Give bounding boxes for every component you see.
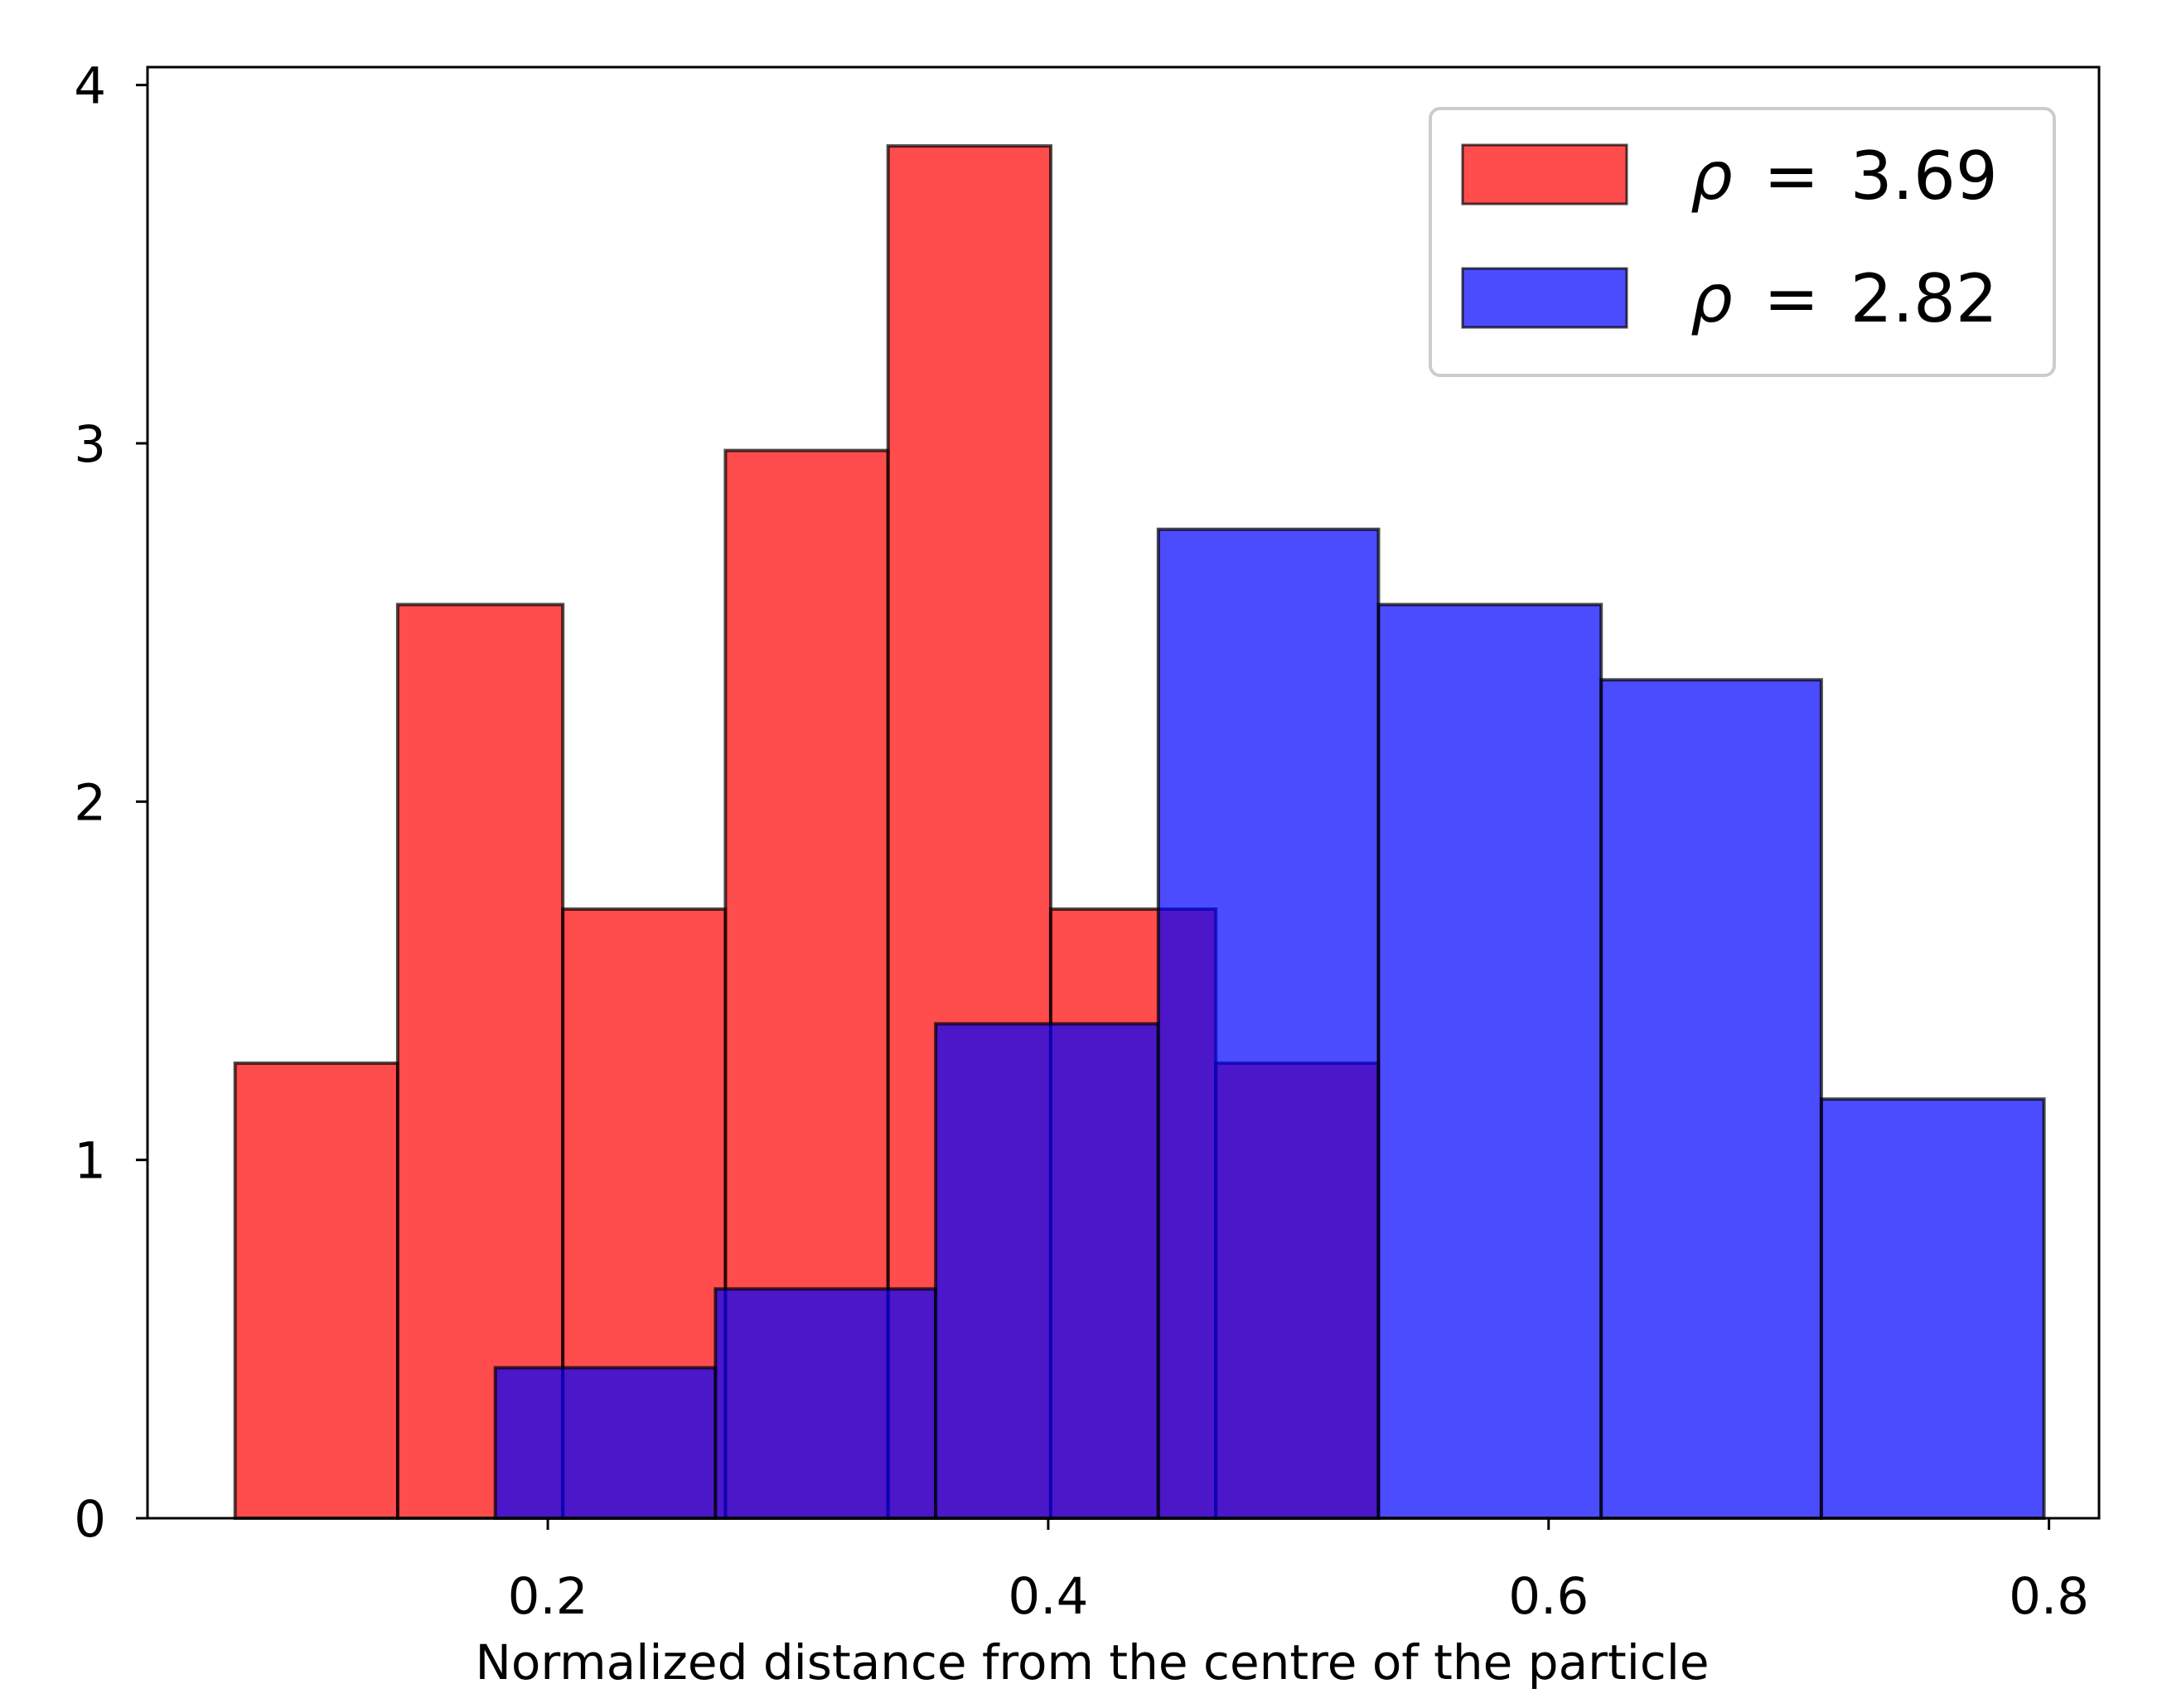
legend-equals-1: = bbox=[1763, 138, 1819, 215]
plot-frame bbox=[146, 65, 2101, 1520]
svg-text:ρ = 2.82: ρ = 2.82 bbox=[1690, 260, 1998, 337]
legend-swatch-2 bbox=[1461, 267, 1628, 329]
y-tick-label-3: 2 bbox=[74, 773, 106, 832]
legend-symbol-1: ρ bbox=[1690, 138, 1733, 215]
series-2-bar-1 bbox=[493, 1366, 718, 1521]
series-2-bar-2 bbox=[713, 1287, 938, 1521]
series-2-bar-3 bbox=[934, 1022, 1160, 1520]
y-tick-label-2: 1 bbox=[74, 1132, 106, 1191]
series-2 bbox=[493, 527, 2046, 1521]
x-tick-label-3: 0.6 bbox=[1508, 1567, 1589, 1626]
legend-value-2: 2.82 bbox=[1850, 260, 1998, 337]
svg-text:ρ = 3.69: ρ = 3.69 bbox=[1690, 138, 1998, 215]
legend-equals-2: = bbox=[1763, 260, 1819, 337]
x-axis: 0.2 0.4 0.6 0.8 bbox=[508, 1518, 2089, 1626]
legend-entry-1: ρ = 3.69 bbox=[1461, 138, 1998, 215]
series-2-bar-5 bbox=[1376, 602, 1603, 1520]
y-axis: 0 1 2 3 4 bbox=[74, 57, 148, 1549]
x-tick-label-2: 0.4 bbox=[1008, 1567, 1088, 1626]
x-tick-label-4: 0.8 bbox=[2009, 1567, 2089, 1626]
x-axis-title: Normalized distance from the centre of t… bbox=[475, 1634, 1709, 1691]
series-2-bar-4 bbox=[1156, 527, 1381, 1521]
y-tick-label-1: 0 bbox=[74, 1490, 106, 1549]
series-2-bar-6 bbox=[1599, 678, 1823, 1520]
bars-layer bbox=[233, 144, 2046, 1521]
y-tick-label-4: 3 bbox=[74, 415, 106, 474]
x-tick-label-1: 0.2 bbox=[508, 1567, 588, 1626]
legend: ρ = 3.69 ρ = 2.82 bbox=[1429, 107, 2056, 377]
legend-symbol-2: ρ bbox=[1690, 260, 1733, 337]
series-1-bar-1 bbox=[233, 1061, 400, 1520]
legend-swatch-1 bbox=[1461, 143, 1628, 206]
series-2-bar-7 bbox=[1819, 1097, 2046, 1520]
series-1-bar-2 bbox=[395, 602, 565, 1520]
y-tick-label-5: 4 bbox=[74, 57, 106, 116]
legend-value-1: 3.69 bbox=[1850, 138, 1998, 215]
legend-entry-2: ρ = 2.82 bbox=[1461, 260, 1998, 337]
